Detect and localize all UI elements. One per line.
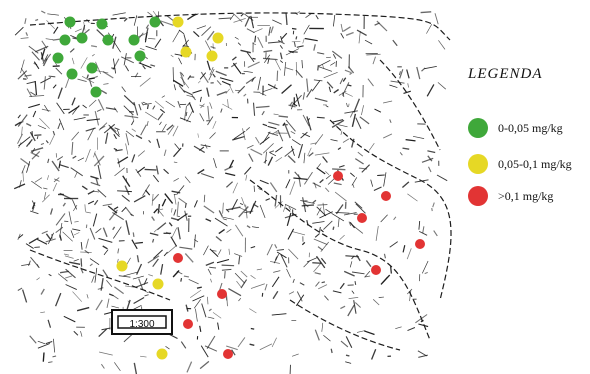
legend-item-high: >0,1 mg/kg bbox=[468, 184, 553, 208]
red-dot-icon bbox=[468, 186, 488, 206]
sample-site-low bbox=[149, 16, 161, 28]
sample-site-low bbox=[102, 34, 114, 46]
legend-item-label: >0,1 mg/kg bbox=[498, 188, 554, 203]
sample-site-high bbox=[223, 349, 233, 359]
scale-box: 1:300 bbox=[111, 309, 173, 335]
sample-site-high bbox=[381, 191, 391, 201]
legend-item-label: 0-0,05 mg/kg bbox=[498, 120, 563, 135]
legend-item-low: 0-0,05 mg/kg bbox=[468, 116, 563, 140]
sample-site-high bbox=[217, 289, 227, 299]
legend-item-label: 0,05-0,1 mg/kg bbox=[498, 156, 572, 171]
sample-site-mid bbox=[180, 46, 192, 58]
legend-item-mid: 0,05-0,1 mg/kg bbox=[468, 152, 572, 176]
sample-site-low bbox=[96, 18, 108, 30]
sample-site-mid bbox=[206, 50, 218, 62]
scale-box-label: 1:300 bbox=[129, 319, 154, 330]
sample-site-mid bbox=[212, 32, 224, 44]
sample-site-mid bbox=[116, 260, 128, 272]
sample-site-high bbox=[357, 213, 367, 223]
sample-site-low bbox=[134, 50, 146, 62]
sample-site-mid bbox=[172, 16, 184, 28]
sample-site-low bbox=[76, 32, 88, 44]
sample-site-low bbox=[86, 62, 98, 74]
sample-site-low bbox=[59, 34, 71, 46]
legend: LEGENDA 0-0,05 mg/kg 0,05-0,1 mg/kg >0,1… bbox=[462, 62, 587, 222]
sample-site-low bbox=[64, 16, 76, 28]
sample-site-mid bbox=[156, 348, 168, 360]
sample-site-low bbox=[66, 68, 78, 80]
sample-site-low bbox=[128, 34, 140, 46]
sample-site-high bbox=[183, 319, 193, 329]
sample-sites bbox=[52, 16, 425, 360]
sample-site-high bbox=[371, 265, 381, 275]
green-dot-icon bbox=[468, 118, 488, 138]
sample-site-low bbox=[90, 86, 102, 98]
sample-site-mid bbox=[152, 278, 164, 290]
sample-site-low bbox=[52, 52, 64, 64]
sample-site-high bbox=[173, 253, 183, 263]
sample-site-high bbox=[415, 239, 425, 249]
sample-site-high bbox=[333, 171, 343, 181]
yellow-dot-icon bbox=[468, 154, 488, 174]
legend-title: LEGENDA bbox=[468, 66, 543, 82]
